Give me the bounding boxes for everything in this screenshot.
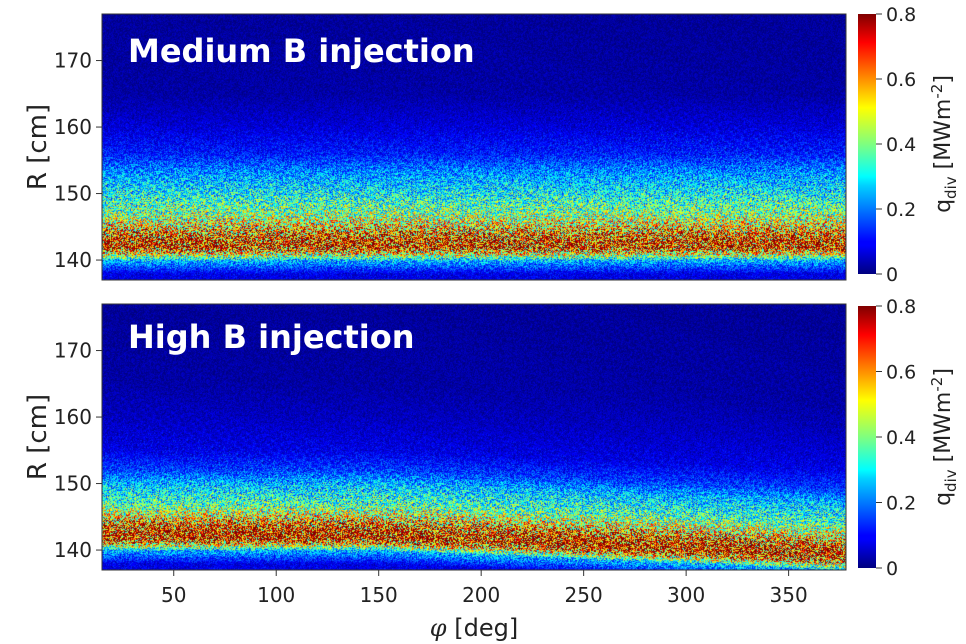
- panel-medium-b: Medium B injection 140 150 160 170 R [cm] 0…: [23, 4, 960, 286]
- colorbar-tick-label: 0.8: [886, 296, 916, 318]
- colorbar2-ticks: 0 0.2 0.4 0.6 0.8: [876, 296, 916, 580]
- panel2-frame: [101, 303, 847, 571]
- y-tick-label: 170: [54, 49, 92, 73]
- colorbar-tick-label: 0.2: [886, 493, 916, 515]
- x-tick-label: 100: [257, 583, 295, 607]
- x-tick-label: 250: [565, 583, 603, 607]
- panel1-title: Medium B injection: [128, 32, 475, 70]
- colorbar1: [858, 14, 876, 274]
- y-tick-label: 150: [54, 472, 92, 496]
- panel2-x-axis: 50 100 150 200 250 300 350: [161, 570, 808, 607]
- panel1-y-axis: 140 150 160 170: [54, 49, 102, 272]
- y-tick-label: 140: [54, 538, 92, 562]
- colorbar-tick-label: 0.8: [886, 4, 916, 26]
- panel1-y-label: R [cm]: [23, 104, 53, 190]
- heatmap-high-b: [102, 304, 846, 570]
- x-tick-label: 150: [360, 583, 398, 607]
- colorbar-tick-label: 0: [886, 558, 898, 580]
- y-tick-label: 150: [54, 182, 92, 206]
- panel2-y-axis: 140 150 160 170: [54, 339, 102, 562]
- colorbar-tick-label: 0.6: [886, 69, 916, 91]
- y-tick-label: 160: [54, 115, 92, 139]
- colorbar1-label: qdiv [MWm-2]: [928, 75, 960, 213]
- panel-high-b: High B injection 140 150 160 170 50 100 150 20…: [23, 296, 960, 642]
- heatmap-medium-b: [102, 14, 846, 280]
- colorbar-tick-label: 0: [886, 264, 898, 286]
- colorbar-tick-label: 0.6: [886, 362, 916, 384]
- x-tick-label: 300: [667, 583, 705, 607]
- y-tick-label: 170: [54, 339, 92, 363]
- panel1-frame: [101, 13, 847, 281]
- panel2-title: High B injection: [128, 318, 415, 356]
- colorbar2: [858, 306, 876, 568]
- x-axis-label: φ [deg]: [430, 614, 518, 642]
- x-tick-label: 50: [161, 583, 186, 607]
- colorbar-tick-label: 0.2: [886, 199, 916, 221]
- colorbar-tick-label: 0.4: [886, 427, 916, 449]
- panel2-y-label: R [cm]: [23, 394, 53, 480]
- colorbar2-label: qdiv [MWm-2]: [928, 368, 960, 506]
- y-tick-label: 140: [54, 248, 92, 272]
- x-tick-label: 350: [770, 583, 808, 607]
- colorbar-tick-label: 0.4: [886, 134, 916, 156]
- y-tick-label: 160: [54, 405, 92, 429]
- colorbar1-ticks: 0 0.2 0.4 0.6 0.8: [876, 4, 916, 286]
- x-tick-label: 200: [462, 583, 500, 607]
